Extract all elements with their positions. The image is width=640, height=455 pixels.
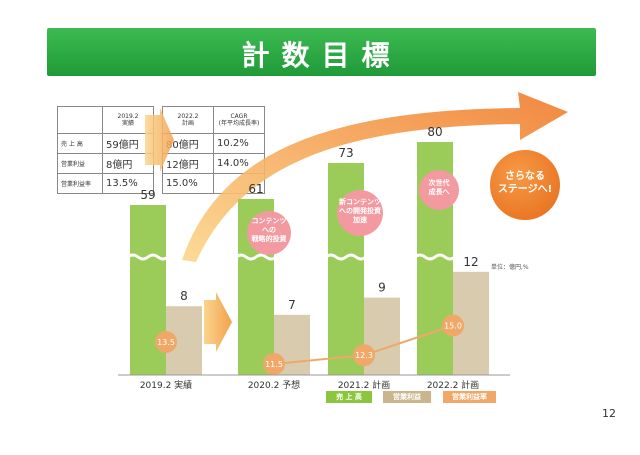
op-margin-point-0 [155, 331, 177, 353]
op-margin-value-label-2: 12.3 [355, 351, 373, 360]
callout-strategic-investment: コンテンツ への 戦略的投資 [247, 211, 291, 255]
axis-break-3 [414, 253, 456, 261]
header-2022-plan: 2022.2 計画 [162, 106, 214, 134]
op-income-value-label-3: 12 [463, 255, 478, 269]
op-margin-point-3 [442, 314, 464, 337]
sales-value-label-0: 59 [140, 188, 155, 202]
growth-arrow [182, 92, 568, 262]
x-tick-label-0: 2019.2 実績 [140, 379, 192, 391]
callout-next-gen: 次世代 成長へ [419, 170, 459, 210]
axis-break-1 [235, 253, 277, 261]
legend-op-income: 営業利益 [383, 391, 431, 403]
x-tick-label-3: 2022.2 計画 [427, 379, 479, 391]
table-arrow [145, 108, 174, 172]
transition-arrow [204, 292, 232, 352]
legend-op-margin: 営業利益率 [443, 391, 496, 403]
op-margin-point-1 [263, 353, 285, 375]
page-number: 12 [602, 407, 616, 420]
sales-value-label-2: 73 [338, 146, 353, 160]
axis-break-2 [325, 253, 367, 261]
op-income-value-label-2: 9 [378, 281, 386, 295]
op-margin-value-label-1: 11.5 [265, 360, 283, 369]
op-margin-value-label-3: 15.0 [444, 322, 462, 331]
sales-value-label-1: 61 [248, 182, 263, 196]
op-margin-point-2 [353, 344, 375, 367]
op-income-value-label-0: 8 [180, 289, 188, 303]
value-op-margin-2019: 13.5% [102, 173, 154, 194]
table-corner [57, 106, 103, 134]
sales-value-label-3: 80 [427, 125, 442, 139]
results-table: 2019.2 実績 売 上 高 59億円 営業利益 8億円 営業利益率 13.5… [57, 106, 154, 194]
title-banner: 計数目標 [47, 28, 596, 76]
axis-break-0 [127, 253, 169, 261]
unit-label: 単位：億円,% [491, 264, 529, 271]
page-title: 計数目標 [241, 39, 402, 72]
x-tick-label-1: 2020.2 予想 [248, 379, 300, 391]
x-tick-label-2: 2021.2 計画 [338, 379, 390, 391]
next-stage-text: さらなる ステージへ! [497, 171, 553, 195]
value-op-margin-2022: 15.0% [162, 173, 214, 194]
callout-dev-investment: 新コンテンツ への開発投資 加速 [337, 190, 383, 236]
op-income-value-label-1: 7 [288, 298, 296, 312]
legend-sales: 売 上 高 [326, 391, 372, 403]
op-margin-value-label-0: 13.5 [157, 338, 175, 347]
next-stage-badge: さらなる ステージへ! [490, 150, 560, 220]
